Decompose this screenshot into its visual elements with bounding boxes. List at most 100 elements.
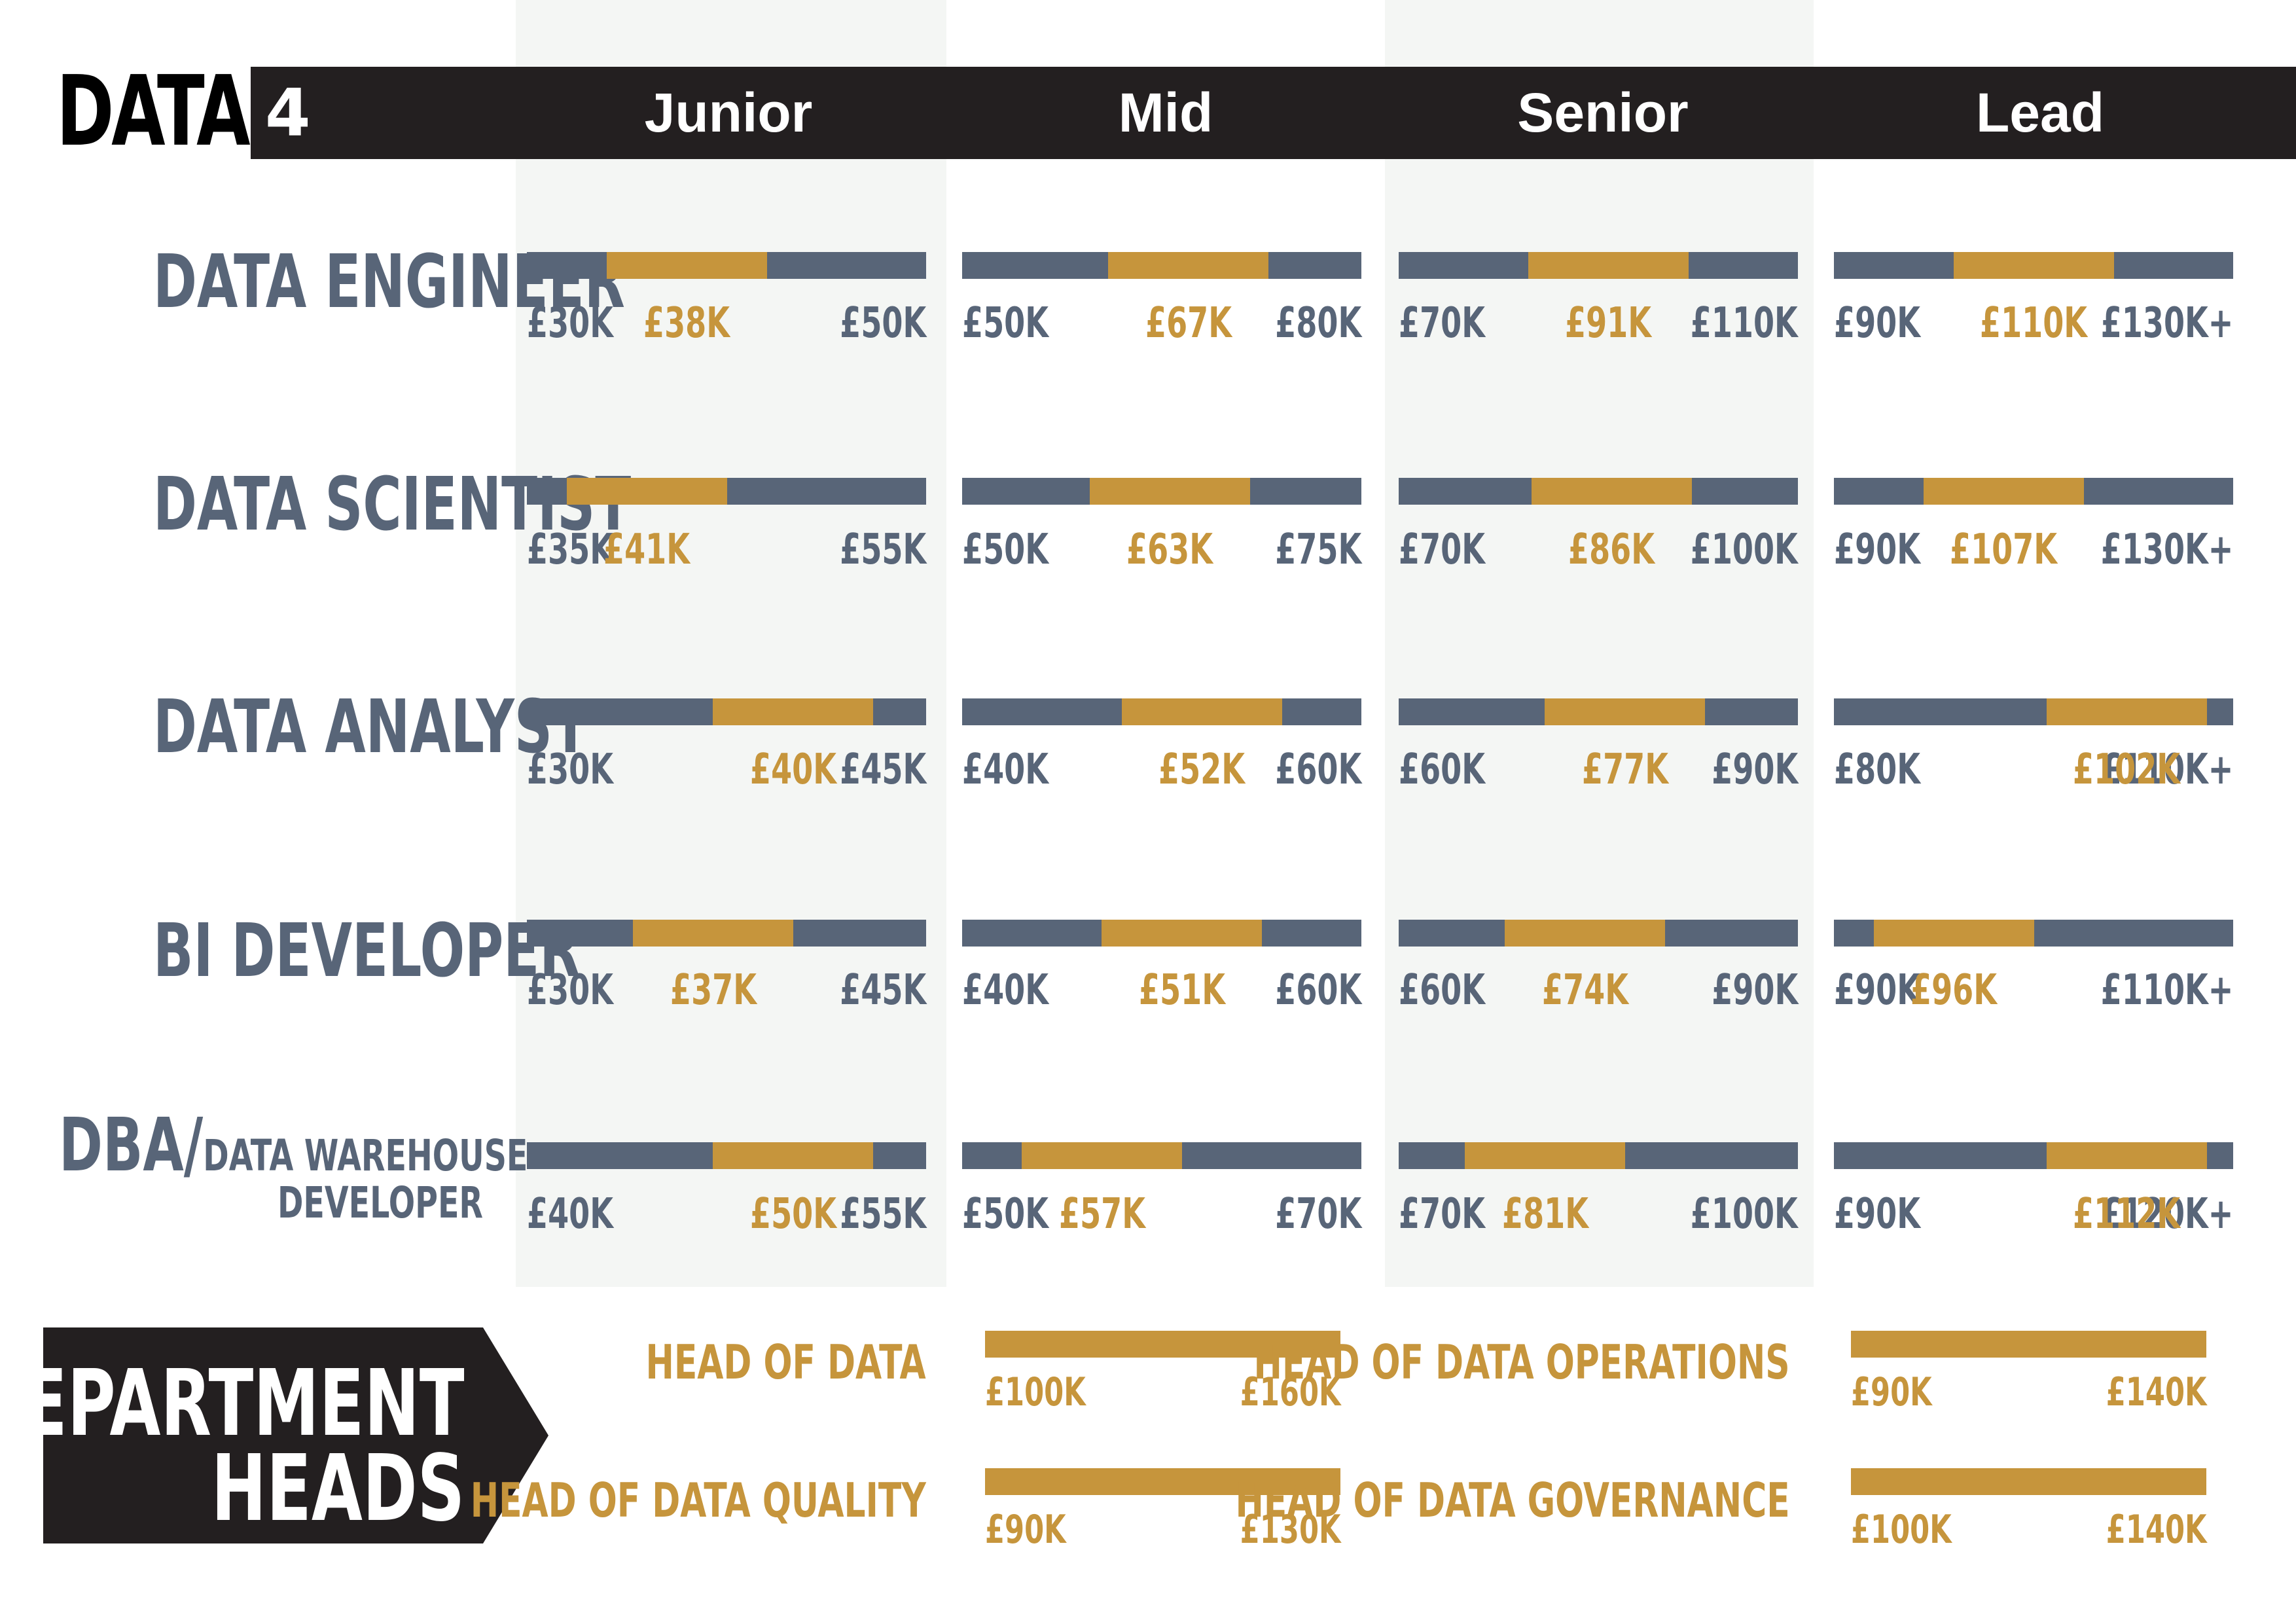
max-label-data-scientist-junior: £55K xyxy=(840,526,926,574)
range-bar-bi-developer-junior xyxy=(527,920,926,947)
head-max-label-head-of-data-quality: £130K xyxy=(1240,1507,1340,1553)
range-bar-data-scientist-junior xyxy=(527,478,926,505)
range-bar-data-engineer-senior xyxy=(1399,252,1798,279)
role-label-dba: DBA/DATA WAREHOUSE xyxy=(59,1109,528,1182)
max-label-dba-lead: £120K+ xyxy=(2100,1190,2233,1238)
role-label-data-analyst: DATA ANALYST xyxy=(152,685,588,770)
department-heads-line2: HEADS xyxy=(211,1435,465,1542)
max-label-data-analyst-senior: £90K xyxy=(1712,746,1798,794)
average-marker-data-engineer-junior xyxy=(606,252,767,279)
avg-label-dba-mid: £57K xyxy=(1058,1190,1145,1238)
head-max-label-head-of-data-operations: £140K xyxy=(2106,1369,2206,1415)
avg-label-bi-developer-lead: £96K xyxy=(1910,966,1997,1015)
range-bar-data-analyst-mid xyxy=(962,698,1361,725)
level-lead: Lead xyxy=(1975,82,2105,143)
min-label-dba-mid: £50K xyxy=(962,1190,1049,1238)
min-label-dba-junior: £40K xyxy=(527,1190,613,1238)
head-range-bar-head-of-data-operations xyxy=(1851,1331,2206,1358)
level-senior: Senior xyxy=(1517,82,1689,143)
range-bar-data-engineer-lead xyxy=(1834,252,2233,279)
avg-label-data-engineer-mid: £67K xyxy=(1145,299,1232,348)
max-label-data-scientist-mid: £75K xyxy=(1275,526,1361,574)
range-bar-data-engineer-junior xyxy=(527,252,926,279)
average-marker-bi-developer-lead xyxy=(1873,920,2034,947)
role-label-dba-sub2: DEVELOPER xyxy=(277,1178,483,1228)
junior-column-shade xyxy=(516,0,946,1287)
average-marker-data-engineer-mid xyxy=(1108,252,1269,279)
min-label-data-scientist-junior: £35K xyxy=(527,526,613,574)
role-label-dba-main: DBA/ xyxy=(59,1103,204,1188)
avg-label-data-analyst-lead: £102K xyxy=(2073,746,2181,794)
avg-label-data-engineer-senior: £91K xyxy=(1565,299,1652,348)
avg-label-data-scientist-mid: £63K xyxy=(1126,526,1213,574)
level-junior: Junior xyxy=(644,82,813,143)
avg-label-data-analyst-senior: £77K xyxy=(1581,746,1668,794)
max-label-bi-developer-lead: £110K+ xyxy=(2100,966,2233,1015)
range-bar-data-analyst-junior xyxy=(527,698,926,725)
max-label-bi-developer-mid: £60K xyxy=(1275,966,1361,1015)
min-label-bi-developer-lead: £90K xyxy=(1834,966,1920,1015)
min-label-data-scientist-lead: £90K xyxy=(1834,526,1920,574)
max-label-bi-developer-senior: £90K xyxy=(1712,966,1798,1015)
avg-label-data-scientist-junior: £41K xyxy=(603,526,690,574)
role-label-bi-developer: BI DEVELOPER xyxy=(152,909,581,994)
head-title-head-of-data-governance: HEAD OF DATA GOVERNANCE xyxy=(1235,1473,1790,1528)
avg-label-data-analyst-mid: £52K xyxy=(1158,746,1245,794)
range-bar-dba-mid xyxy=(962,1142,1361,1169)
avg-label-dba-junior: £50K xyxy=(749,1190,836,1238)
role-label-dba-sub1: DATA WAREHOUSE xyxy=(203,1130,528,1181)
range-bar-data-scientist-lead xyxy=(1834,478,2233,505)
range-bar-dba-senior xyxy=(1399,1142,1798,1169)
max-label-data-analyst-lead: £110K+ xyxy=(2100,746,2233,794)
range-bar-bi-developer-lead xyxy=(1834,920,2233,947)
range-bar-data-engineer-mid xyxy=(962,252,1361,279)
role-label-data-engineer: DATA ENGINEER xyxy=(152,240,625,325)
average-marker-data-scientist-lead xyxy=(1923,478,2084,505)
max-label-bi-developer-junior: £45K xyxy=(840,966,926,1015)
max-label-data-engineer-senior: £110K xyxy=(1691,299,1798,348)
min-label-data-analyst-mid: £40K xyxy=(962,746,1049,794)
average-marker-data-scientist-senior xyxy=(1531,478,1692,505)
min-label-data-analyst-lead: £80K xyxy=(1834,746,1920,794)
max-label-dba-junior: £55K xyxy=(840,1190,926,1238)
max-label-dba-mid: £70K xyxy=(1275,1190,1361,1238)
head-title-head-of-data: HEAD OF DATA xyxy=(645,1335,926,1390)
max-label-data-engineer-lead: £130K+ xyxy=(2100,299,2233,348)
avg-label-dba-senior: £81K xyxy=(1501,1190,1588,1238)
head-min-label-head-of-data: £100K xyxy=(985,1369,1086,1415)
average-marker-data-analyst-senior xyxy=(1545,698,1706,725)
min-label-data-engineer-senior: £70K xyxy=(1399,299,1485,348)
range-bar-bi-developer-senior xyxy=(1399,920,1798,947)
avg-label-data-analyst-junior: £40K xyxy=(749,746,836,794)
header-bar xyxy=(251,67,2296,159)
head-range-bar-head-of-data-quality xyxy=(985,1468,1340,1495)
head-range-bar-head-of-data-governance xyxy=(1851,1468,2206,1495)
head-min-label-head-of-data-quality: £90K xyxy=(985,1507,1066,1553)
average-marker-bi-developer-senior xyxy=(1505,920,1666,947)
head-title-head-of-data-quality: HEAD OF DATA QUALITY xyxy=(470,1473,926,1528)
range-bar-data-analyst-lead xyxy=(1834,698,2233,725)
average-marker-bi-developer-mid xyxy=(1102,920,1262,947)
brand-title: DATA xyxy=(56,55,251,168)
min-label-data-engineer-junior: £30K xyxy=(527,299,613,348)
avg-label-dba-lead: £112K xyxy=(2073,1190,2181,1238)
average-marker-data-analyst-mid xyxy=(1121,698,1282,725)
min-label-data-scientist-senior: £70K xyxy=(1399,526,1485,574)
avg-label-bi-developer-junior: £37K xyxy=(670,966,757,1015)
avg-label-bi-developer-senior: £74K xyxy=(1541,966,1628,1015)
average-marker-dba-junior xyxy=(713,1142,874,1169)
head-title-head-of-data-operations: HEAD OF DATA OPERATIONS xyxy=(1253,1335,1790,1390)
average-marker-data-engineer-lead xyxy=(1953,252,2114,279)
average-marker-data-scientist-mid xyxy=(1089,478,1250,505)
min-label-bi-developer-senior: £60K xyxy=(1399,966,1485,1015)
min-label-data-analyst-senior: £60K xyxy=(1399,746,1485,794)
role-label-data-scientist: DATA SCIENTIST xyxy=(152,462,632,547)
max-label-data-analyst-mid: £60K xyxy=(1275,746,1361,794)
min-label-data-engineer-lead: £90K xyxy=(1834,299,1920,348)
head-min-label-head-of-data-governance: £100K xyxy=(1851,1507,1952,1553)
average-marker-data-analyst-lead xyxy=(2046,698,2207,725)
max-label-dba-senior: £100K xyxy=(1691,1190,1798,1238)
range-bar-data-scientist-senior xyxy=(1399,478,1798,505)
max-label-data-scientist-senior: £100K xyxy=(1691,526,1798,574)
avg-label-data-scientist-lead: £107K xyxy=(1950,526,2058,574)
